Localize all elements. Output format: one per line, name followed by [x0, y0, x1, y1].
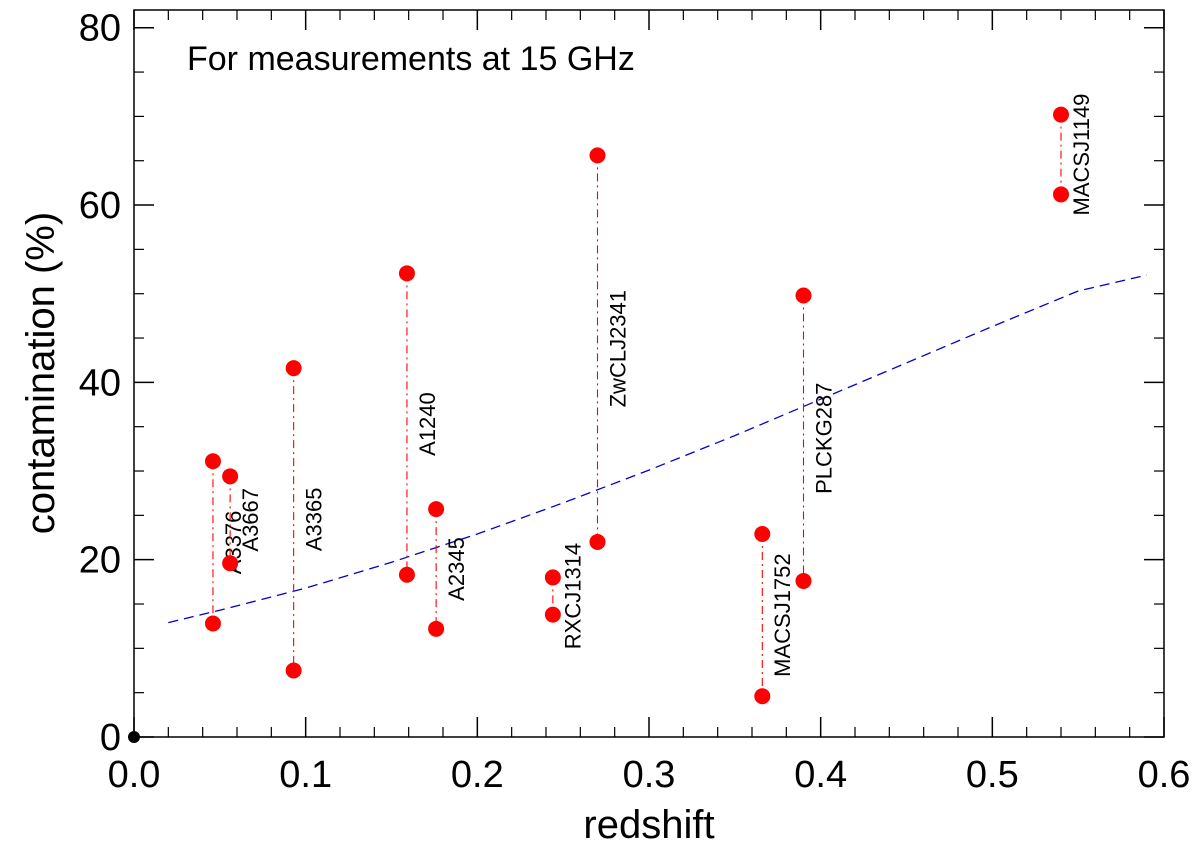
cluster-label: ZwCLJ2341	[605, 290, 630, 407]
cluster-low-point	[795, 572, 812, 589]
tick-labels: 0.0 0.1 0.2 0.3 0.4 0.5 0.6 0 20 40 60 80	[79, 8, 1191, 796]
x-tick-label: 0.6	[1138, 754, 1191, 796]
cluster-low-point	[398, 566, 415, 583]
y-tick-label: 60	[79, 185, 121, 227]
x-tick-label: 0.5	[966, 754, 1019, 796]
cluster-high-point	[1053, 106, 1069, 123]
cluster-label: MACSJ1752	[770, 553, 795, 677]
y-tick-label: 20	[79, 540, 121, 582]
cluster-high-point	[398, 265, 415, 282]
x-tick-label: 0.3	[623, 754, 676, 796]
x-tick-label: 0.0	[108, 754, 161, 796]
cluster-high-point	[222, 468, 239, 485]
cluster-low-point	[754, 688, 771, 705]
axis-ticks	[133, 10, 1165, 738]
cluster-high-point	[754, 525, 771, 542]
cluster-low-point	[428, 620, 445, 637]
trend-line	[168, 274, 1147, 624]
cluster-low-point	[222, 555, 239, 572]
y-tick-label: 40	[79, 362, 121, 404]
y-tick-label: 80	[79, 8, 121, 50]
origin-point	[128, 731, 140, 743]
cluster-high-point	[428, 501, 445, 518]
cluster-high-point	[544, 569, 561, 586]
x-tick-label: 0.2	[451, 754, 504, 796]
cluster-label: RXCJ1314	[561, 543, 586, 649]
cluster-low-point	[285, 662, 302, 679]
cluster-label: A3365	[301, 488, 326, 552]
cluster-low-point	[544, 606, 561, 623]
cluster-label: A2345	[444, 537, 469, 601]
x-axis-title: redshift	[583, 803, 714, 844]
cluster-high-point	[589, 147, 606, 164]
cluster-low-point	[589, 533, 606, 550]
chart-annotation: For measurements at 15 GHz	[187, 40, 635, 78]
cluster-label: A1240	[415, 392, 440, 456]
trend-layer	[168, 274, 1147, 624]
x-tick-label: 0.4	[794, 754, 847, 796]
cluster-low-point	[204, 615, 221, 632]
y-tick-label: 0	[100, 717, 121, 759]
y-axis-title: contamination (%)	[19, 212, 63, 534]
cluster-high-point	[285, 360, 302, 377]
cluster-high-point	[795, 287, 812, 304]
cluster-high-point	[204, 453, 221, 470]
x-tick-label: 0.1	[279, 754, 332, 796]
cluster-low-point	[1053, 186, 1069, 203]
cluster-label: PLCKG287	[811, 383, 836, 494]
cluster-label: A3667	[238, 488, 263, 552]
cluster-label: MACSJ1149	[1069, 94, 1094, 216]
